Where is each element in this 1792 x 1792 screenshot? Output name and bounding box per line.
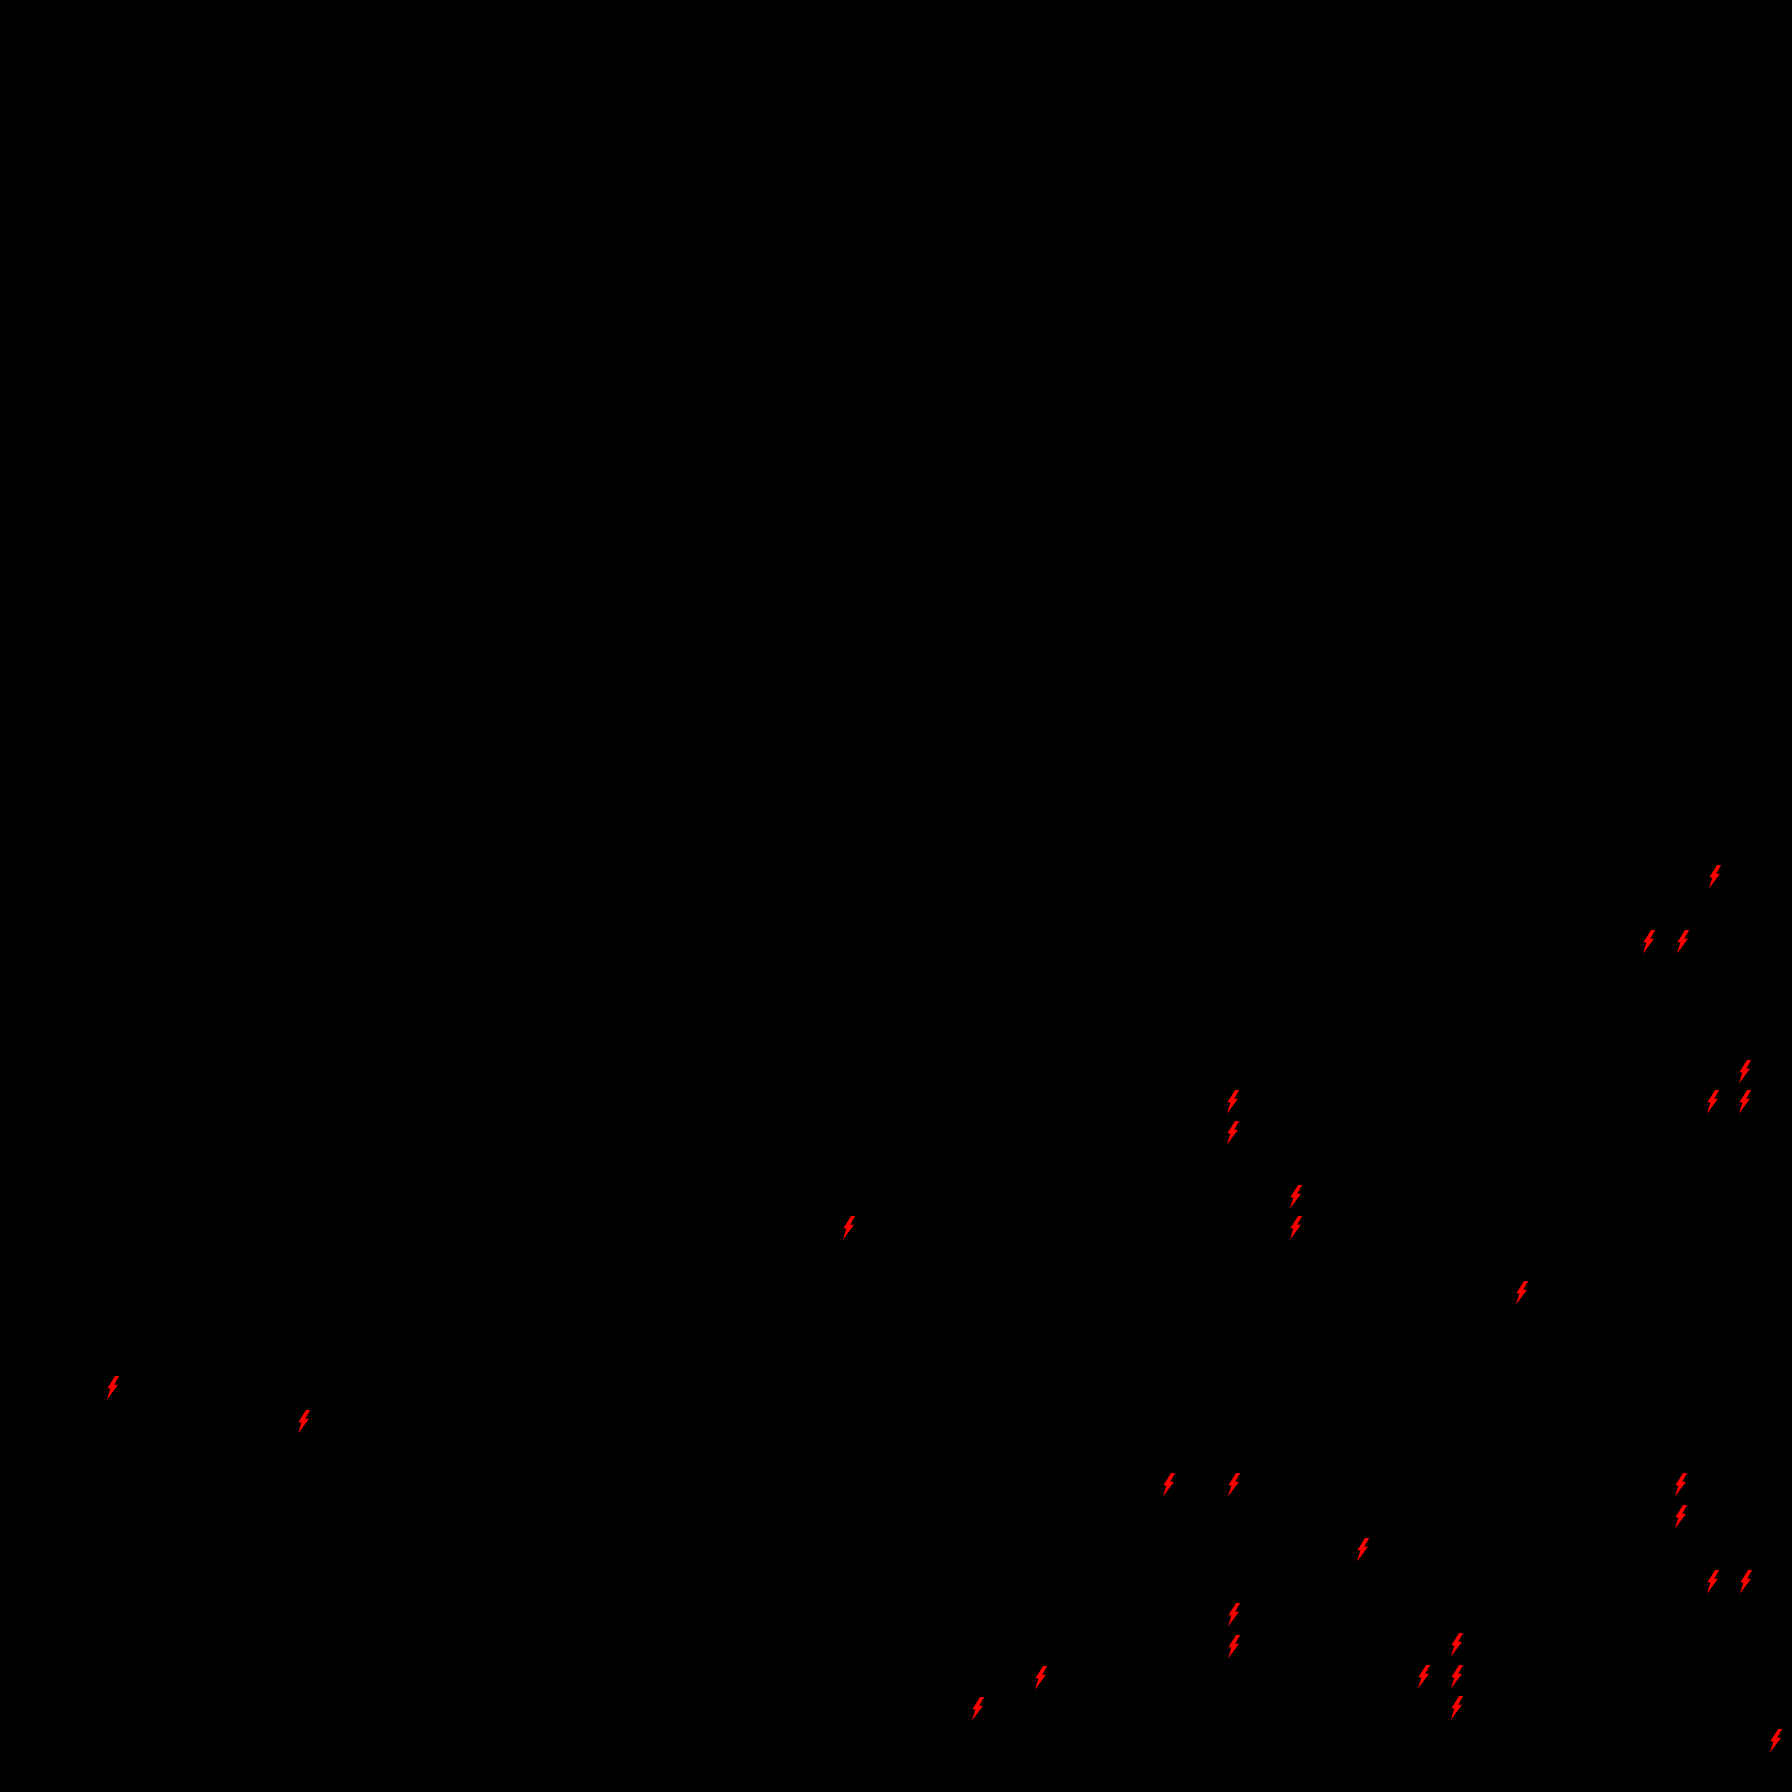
lightning-bolt-icon[interactable] [840,1216,856,1240]
lightning-bolt-icon[interactable] [1032,1666,1048,1690]
lightning-bolt-icon[interactable] [1640,930,1656,954]
lightning-bolt-icon[interactable] [1737,1570,1753,1594]
lightning-bolt-icon[interactable] [1225,1635,1241,1659]
lightning-bolt-icon[interactable] [1448,1633,1464,1657]
lightning-bolt-icon[interactable] [1287,1185,1303,1209]
lightning-bolt-icon[interactable] [1736,1060,1752,1084]
lightning-bolt-icon[interactable] [1448,1665,1464,1689]
lightning-bolt-icon[interactable] [1224,1121,1240,1145]
lightning-bolt-icon[interactable] [1225,1473,1241,1497]
lightning-bolt-icon[interactable] [1448,1696,1464,1720]
lightning-bolt-icon[interactable] [1736,1090,1752,1114]
lightning-bolt-icon[interactable] [1287,1216,1303,1240]
lightning-bolt-icon[interactable] [295,1410,311,1434]
lightning-bolt-icon[interactable] [1704,1570,1720,1594]
lightning-bolt-icon[interactable] [1415,1665,1431,1689]
lightning-bolt-icon[interactable] [1160,1473,1176,1497]
lightning-bolt-icon[interactable] [1672,1505,1688,1529]
lightning-bolt-icon[interactable] [1354,1538,1370,1562]
lightning-bolt-icon[interactable] [104,1376,120,1400]
lightning-bolt-icon[interactable] [969,1697,985,1721]
lightning-bolt-icon[interactable] [1674,930,1690,954]
lightning-bolt-icon[interactable] [1767,1729,1783,1753]
lightning-bolt-icon[interactable] [1225,1603,1241,1627]
lightning-bolt-icon[interactable] [1704,1090,1720,1114]
lightning-bolt-icon[interactable] [1513,1281,1529,1305]
lightning-bolt-icon[interactable] [1672,1473,1688,1497]
lightning-bolt-icon[interactable] [1224,1090,1240,1114]
lightning-bolt-icon[interactable] [1706,865,1722,889]
